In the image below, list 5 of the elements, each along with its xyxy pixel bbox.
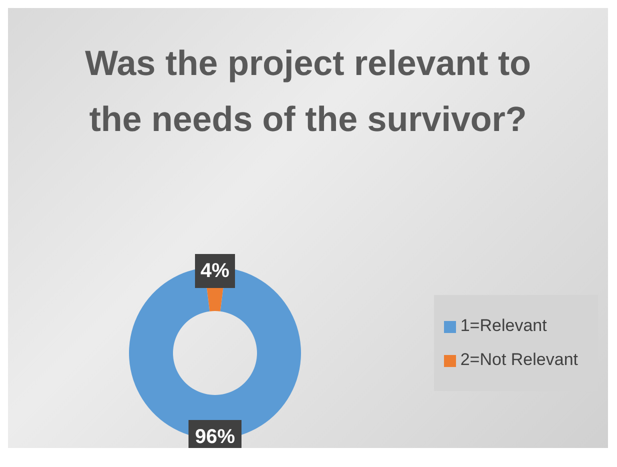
legend-label: 1=Relevant xyxy=(460,316,547,335)
data-label: 4% xyxy=(200,260,230,282)
chart-title: Was the project relevant to the needs of the survivor? xyxy=(84,43,532,141)
legend-label: 2=Not Relevant xyxy=(460,350,578,369)
data-label: 96% xyxy=(194,426,236,448)
